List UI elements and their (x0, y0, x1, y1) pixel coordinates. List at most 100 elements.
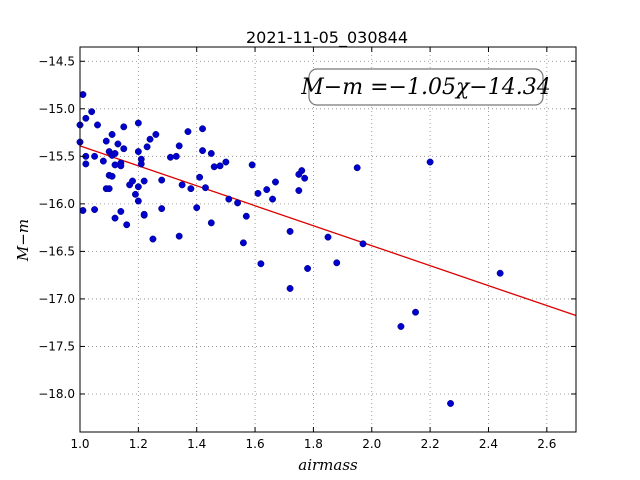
data-point (123, 221, 131, 229)
data-point (426, 158, 434, 166)
data-point (193, 204, 201, 212)
x-axis-label: airmass (298, 456, 358, 474)
data-point (286, 285, 294, 292)
data-point (140, 210, 148, 218)
grid (79, 47, 576, 432)
x-tick-label: 1.0 (70, 437, 89, 451)
data-point (248, 161, 256, 169)
x-tick-label: 1.6 (246, 437, 265, 451)
y-tick-label: −17.0 (38, 292, 75, 306)
data-point (146, 135, 154, 143)
data-point (234, 199, 242, 207)
data-point (129, 177, 136, 185)
data-point (158, 205, 166, 213)
data-point (359, 240, 367, 248)
data-point (207, 219, 215, 227)
y-tick-label: −16.5 (38, 244, 75, 258)
fit-layer (79, 145, 577, 317)
data-point (137, 160, 145, 168)
data-point (286, 227, 294, 235)
data-point (333, 259, 341, 267)
y-tick-label: −15.0 (38, 102, 75, 116)
y-tick-label: −17.5 (38, 339, 75, 353)
data-point (295, 187, 303, 194)
data-point (105, 185, 113, 193)
data-point (269, 195, 277, 203)
fit-line (79, 145, 577, 317)
data-point (199, 147, 206, 155)
data-point (216, 162, 224, 170)
data-point (184, 128, 192, 136)
plot-frame (79, 46, 577, 433)
data-point (120, 123, 128, 131)
data-point (111, 161, 119, 169)
data-point (239, 239, 247, 247)
x-tick-label: 1.2 (129, 437, 148, 451)
data-point (301, 174, 309, 182)
data-point (353, 164, 361, 172)
data-point (304, 265, 312, 272)
data-point (82, 160, 90, 168)
data-point (108, 131, 116, 138)
data-point (143, 143, 151, 151)
data-point (175, 232, 183, 240)
data-point (79, 207, 87, 214)
data-point (91, 206, 99, 214)
data-point (134, 119, 142, 127)
data-points (76, 91, 504, 407)
fit-equation-box: M−m =−1.05χ−14.34 (300, 68, 551, 106)
data-point (199, 125, 206, 133)
x-tick-label: 2.4 (479, 437, 498, 451)
data-point (79, 91, 87, 98)
data-point (108, 172, 116, 180)
y-tick-label: −14.5 (38, 54, 75, 68)
y-axis-label: M−m (14, 219, 32, 262)
data-point (82, 114, 90, 122)
data-point (117, 162, 125, 170)
data-point (187, 185, 195, 193)
data-point (222, 158, 230, 166)
data-point (134, 197, 142, 205)
data-point (111, 150, 119, 157)
data-point (114, 140, 122, 148)
data-point (178, 181, 186, 189)
axis-ticks: 1.0 1.2 1.4 1.6 1.8 2.0 2.2 2.4 2.6 −14.5 −15.0 −15… (38, 47, 576, 451)
data-point (111, 214, 119, 222)
x-tick-label: 2.6 (537, 437, 556, 451)
data-point (131, 190, 139, 198)
data-point (117, 208, 125, 215)
data-point (88, 108, 96, 116)
data-point (175, 142, 183, 150)
y-tick-label: −15.5 (38, 149, 75, 163)
data-point (412, 308, 419, 316)
chart-title: 2021-11-05_030844 (246, 28, 408, 48)
data-point (324, 233, 332, 241)
data-point (196, 173, 204, 181)
data-point (225, 195, 233, 203)
data-point (242, 212, 250, 220)
data-point (172, 152, 180, 160)
data-point (263, 186, 271, 194)
data-point (202, 184, 209, 192)
y-tick-label: −18.0 (38, 387, 75, 401)
data-point (134, 148, 142, 156)
annotation-box (308, 68, 544, 106)
data-point (120, 145, 128, 153)
data-point (166, 153, 174, 161)
data-point (94, 121, 101, 129)
data-point (91, 152, 99, 160)
data-point (149, 235, 157, 243)
data-point (134, 183, 142, 191)
x-tick-label: 1.4 (187, 437, 206, 451)
x-tick-label: 1.8 (304, 437, 323, 451)
x-tick-label: 2.0 (362, 437, 381, 451)
data-point (257, 260, 265, 268)
data-point (272, 178, 279, 186)
data-point (152, 131, 160, 138)
y-tick-label: −16.0 (38, 197, 75, 211)
fit-equation: M−m =−1.05χ−14.34 (300, 75, 550, 100)
data-point (447, 400, 454, 407)
data-point (158, 176, 166, 184)
data-point (140, 177, 148, 185)
